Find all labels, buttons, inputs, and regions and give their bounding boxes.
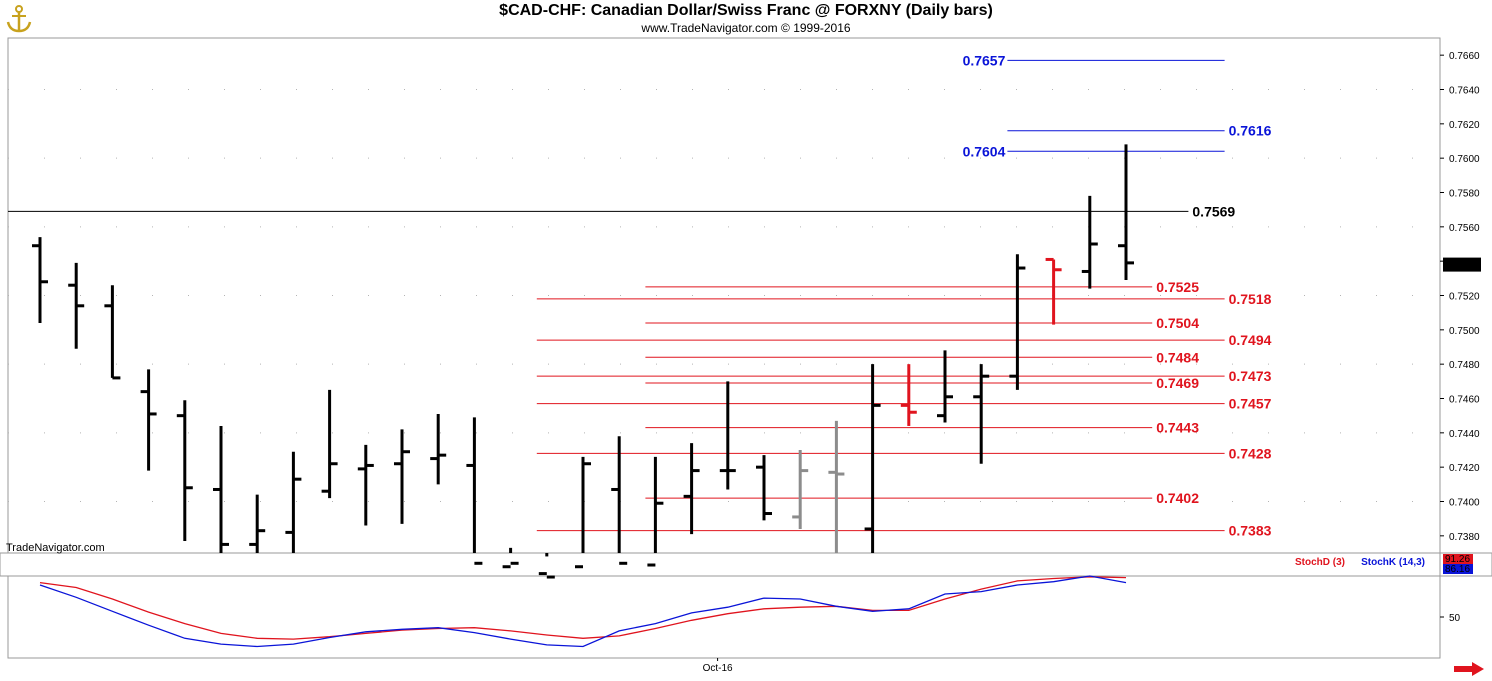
ohlc-bar xyxy=(1009,254,1026,390)
ohlc-bar xyxy=(104,285,121,380)
stoch-d-value: 91.26 xyxy=(1445,554,1470,565)
y-axis-tick-label: 0.7380 xyxy=(1449,532,1480,543)
level-label: 0.7469 xyxy=(1156,375,1199,391)
level-label: 0.7569 xyxy=(1192,203,1235,219)
stoch-d-value-box xyxy=(1443,554,1473,564)
ohlc-bar xyxy=(538,553,555,579)
y-axis-tick-label: 0.7560 xyxy=(1449,223,1480,234)
ohlc-bar xyxy=(213,425,229,553)
last-price-label: 0.7538 xyxy=(1445,261,1476,272)
x-axis-label: Oct-16 xyxy=(703,663,733,674)
y-axis-tick-label: 0.7640 xyxy=(1449,86,1480,97)
ohlc-bar xyxy=(32,237,48,323)
ohlc-bar xyxy=(1118,144,1134,281)
chart-subtitle: www.TradeNavigator.com © 1999-2016 xyxy=(641,21,851,35)
indicator-legend-strip xyxy=(0,552,1492,577)
stoch-panel xyxy=(7,575,1441,659)
level-label: 0.7518 xyxy=(1229,291,1272,307)
y-axis-tick-label: 0.7600 xyxy=(1449,154,1480,165)
ohlc-bar xyxy=(719,381,736,490)
last-price-box xyxy=(1443,257,1481,272)
level-label: 0.7428 xyxy=(1229,445,1272,461)
ohlc-bar xyxy=(394,429,410,524)
watermark-text: TradeNavigator.com xyxy=(6,542,105,554)
y-axis-tick-label: 0.7460 xyxy=(1449,395,1480,406)
ohlc-bar xyxy=(973,364,990,464)
ohlc-bar xyxy=(828,420,845,553)
ohlc-bar xyxy=(285,451,302,553)
y-axis-tick-label: 0.7440 xyxy=(1449,429,1480,440)
ohlc-bar xyxy=(756,455,772,521)
ohlc-bar xyxy=(575,456,591,569)
y-axis-tick-label: 0.7420 xyxy=(1449,463,1480,474)
level-label: 0.7525 xyxy=(1156,279,1199,295)
ohlc-bar xyxy=(430,413,447,485)
scroll-right-arrow-icon[interactable] xyxy=(1454,662,1484,681)
ohlc-bar xyxy=(68,262,85,349)
stoch-k-legend: StochK (14,3) xyxy=(1361,557,1425,568)
y-axis-tick-label: 0.7520 xyxy=(1449,292,1480,303)
stoch-k-line xyxy=(39,575,1127,648)
ohlc-bar xyxy=(1045,257,1062,325)
stoch-k-value-box xyxy=(1443,564,1473,574)
level-label: 0.7616 xyxy=(1229,123,1272,139)
ohlc-bar xyxy=(466,417,483,565)
ohlc-bar xyxy=(176,400,193,541)
ohlc-bar xyxy=(321,389,338,499)
y-axis-tick-label: 0.7580 xyxy=(1449,189,1480,200)
ohlc-bar xyxy=(611,436,628,565)
y-axis-tick-label: 0.7400 xyxy=(1449,498,1480,509)
level-label: 0.7657 xyxy=(963,52,1006,68)
ohlc-bar xyxy=(864,364,881,553)
ohlc-bar xyxy=(1081,195,1098,289)
level-label: 0.7457 xyxy=(1229,396,1272,412)
ohlc-bar xyxy=(502,547,519,569)
level-label: 0.7484 xyxy=(1156,349,1199,365)
stoch-k-value: 86.16 xyxy=(1445,564,1470,575)
ohlc-bar xyxy=(249,494,266,553)
y-axis-tick-label: 0.7620 xyxy=(1449,120,1480,131)
anchor-logo-icon xyxy=(4,4,34,34)
stoch-d-line xyxy=(39,576,1127,640)
level-label: 0.7504 xyxy=(1156,315,1199,331)
level-label: 0.7494 xyxy=(1229,332,1272,348)
level-label: 0.7402 xyxy=(1156,490,1199,506)
level-label: 0.7604 xyxy=(963,143,1006,159)
ohlc-bar xyxy=(900,364,917,426)
chart-title: $CAD-CHF: Canadian Dollar/Swiss Franc @ … xyxy=(499,2,993,19)
ohlc-bar xyxy=(140,369,157,471)
ohlc-bar xyxy=(937,350,953,423)
ohlc-bar xyxy=(792,450,809,529)
y-axis-tick-label: 0.7660 xyxy=(1449,51,1480,62)
stoch-axis-tick-label: 50 xyxy=(1449,613,1461,624)
ohlc-bar xyxy=(647,456,664,567)
ohlc-bar xyxy=(357,444,374,526)
level-label: 0.7443 xyxy=(1156,420,1199,436)
price-panel xyxy=(7,37,1441,554)
ohlc-bar xyxy=(683,443,700,535)
level-label: 0.7473 xyxy=(1229,368,1272,384)
level-label: 0.7383 xyxy=(1229,523,1272,539)
y-axis-tick-label: 0.7480 xyxy=(1449,360,1480,371)
stoch-d-legend: StochD (3) xyxy=(1295,557,1345,568)
y-axis-tick-label: 0.7500 xyxy=(1449,326,1480,337)
